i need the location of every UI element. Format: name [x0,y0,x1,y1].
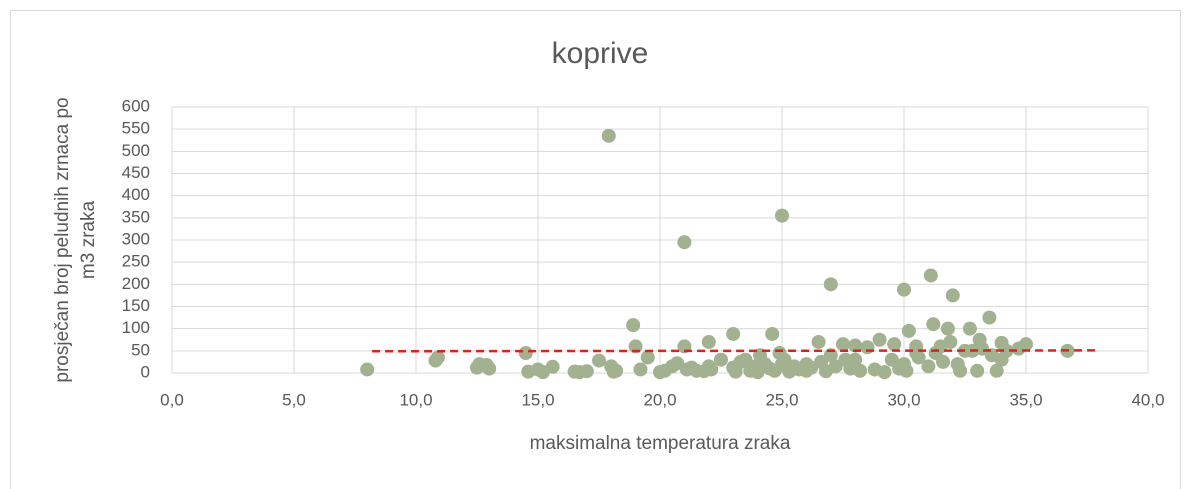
point [860,340,875,355]
point [482,361,497,376]
y-tick-label: 0 [141,362,150,381]
y-tick-label: 100 [122,318,150,337]
point [518,346,533,361]
x-tick-label: 10,0 [399,390,432,409]
y-tick-label: 500 [122,141,150,160]
point [799,357,814,372]
point [901,323,916,338]
point [609,363,624,378]
x-axis-label: maksimalna temperatura zraka [530,433,791,454]
chart-title: koprive [552,37,649,70]
y-axis-label-line: prosječan broj peludnih zrnaca po [52,97,73,382]
point [738,352,753,367]
x-tick-label: 20,0 [643,390,676,409]
point [962,321,977,336]
y-tick-label: 450 [122,163,150,182]
point [811,334,826,349]
point [877,365,892,380]
point [765,326,780,341]
point [936,354,951,369]
point [926,317,941,332]
y-tick-label: 200 [122,274,150,293]
point [975,341,990,356]
point [360,362,375,377]
y-axis-label: prosječan broj peludnih zrnaca po m3 zra… [52,97,99,382]
point [982,310,997,325]
point [704,362,719,377]
point [887,337,902,352]
point [899,363,914,378]
point [601,128,616,143]
point [921,359,936,374]
point [545,359,560,374]
x-tick-label: 40,0 [1131,390,1164,409]
point [430,350,445,365]
y-tick-label: 350 [122,207,150,226]
point [897,282,911,297]
point [777,352,792,367]
y-tick-label: 600 [122,96,150,115]
point [940,321,955,336]
point [909,346,924,361]
y-tick-label: 550 [122,119,150,138]
point [726,326,741,341]
x-tick-label: 30,0 [887,390,920,409]
y-tick-label: 150 [122,296,150,315]
point [633,362,648,377]
point [994,352,1009,367]
point [1019,337,1033,352]
point [714,352,728,367]
point [775,208,789,223]
point [701,334,716,349]
point [953,363,968,378]
y-axis-label-line: m3 zraka [78,201,99,280]
point [848,352,863,367]
x-tick-label: 0,0 [160,390,184,409]
point [677,235,692,250]
point [640,350,655,365]
y-tick-label: 50 [131,340,150,359]
point [828,359,843,374]
x-tick-label: 15,0 [521,390,554,409]
point [923,268,938,283]
y-tick-label: 250 [122,252,150,271]
point [872,332,887,347]
point [579,364,594,379]
point [836,337,850,352]
point [945,288,960,303]
point [823,277,838,292]
point [848,338,863,353]
trendline [372,349,1100,353]
point [970,363,985,378]
point [943,334,958,349]
point [853,363,868,378]
x-tick-label: 5,0 [282,390,306,409]
x-tick-label: 25,0 [765,390,798,409]
point [626,318,641,333]
point [989,363,1004,378]
x-tick-label: 35,0 [1009,390,1042,409]
y-tick-label: 400 [122,185,150,204]
chart-frame [10,10,1181,489]
y-tick-label: 300 [122,229,150,248]
point [592,353,606,368]
